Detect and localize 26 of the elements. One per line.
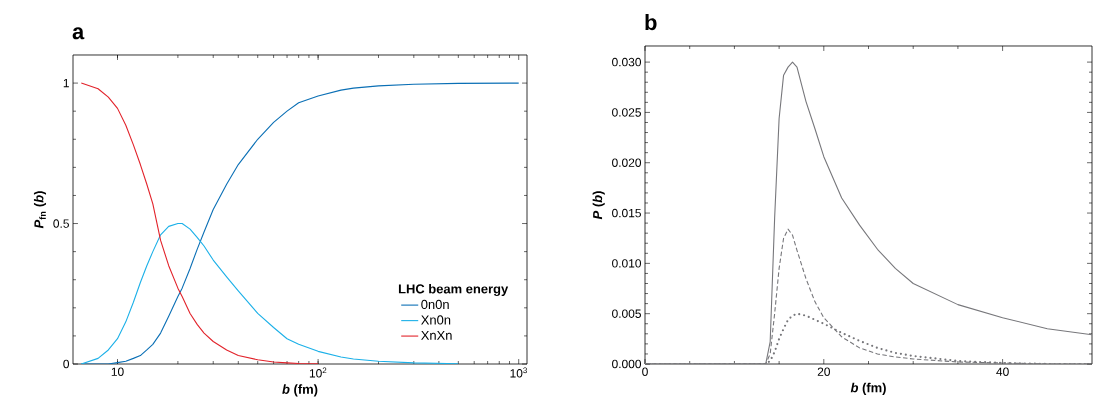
y-tick-label: 0.025 — [612, 108, 641, 117]
x-tick-label: 10$^{3}$ — [510, 367, 527, 378]
y-tick-label: 1 — [63, 78, 69, 88]
legend-label: XnXn — [421, 330, 452, 340]
y-tick-label: 0.015 — [612, 208, 641, 218]
y-tick-label: 0.005 — [612, 309, 641, 318]
y-tick-label: 0.010 — [612, 259, 642, 268]
y-tick-label: 0.000 — [612, 359, 642, 369]
y-tick-label: 0 — [63, 359, 70, 369]
y-tick-label: 0.5 — [53, 219, 69, 228]
x-tick-label: 0 — [642, 367, 648, 376]
x-axis-title: b (fm) — [850, 382, 886, 395]
chart-title: b — [645, 14, 657, 31]
y-axis-title: P (b) — [592, 191, 605, 220]
x-tick-label: 10 — [111, 367, 124, 376]
y-tick-label: 0.020 — [612, 158, 642, 167]
y-tick-label: 0.030 — [612, 57, 642, 67]
x-tick-label: 40 — [996, 367, 1009, 376]
x-axis-title: b (fm) — [282, 384, 318, 397]
y-axis-title: P$_{fn}$ (b) — [33, 191, 47, 229]
chart-title: a — [72, 27, 85, 40]
x-tick-label: 10$^{2}$ — [309, 367, 327, 378]
legend-label: 0n0n — [421, 299, 449, 309]
legend-title: LHC beam energy — [398, 283, 509, 297]
x-tick-label: 20 — [817, 367, 830, 376]
legend-label: Xn0n — [421, 315, 451, 325]
